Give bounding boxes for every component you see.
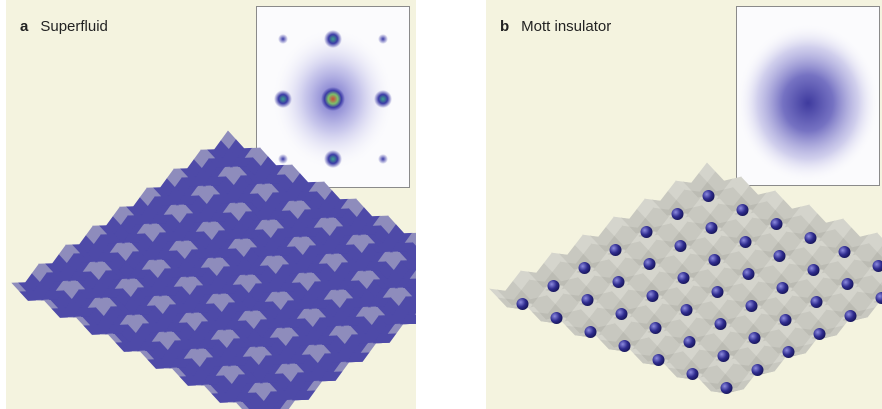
atom bbox=[547, 280, 560, 292]
surface-facet bbox=[412, 296, 416, 301]
surface-facet bbox=[401, 268, 416, 280]
atom bbox=[714, 318, 727, 330]
diagonal-peak bbox=[278, 34, 288, 44]
superfluid-title: Superfluid bbox=[40, 18, 108, 35]
atom bbox=[677, 272, 690, 284]
atom bbox=[683, 336, 696, 348]
surface-facet bbox=[413, 305, 416, 306]
atom bbox=[717, 350, 730, 362]
interference-pattern-image bbox=[271, 27, 395, 171]
atom bbox=[618, 340, 631, 352]
surface-facet bbox=[411, 280, 416, 293]
atom bbox=[770, 218, 783, 230]
atom bbox=[711, 286, 724, 298]
atom bbox=[516, 298, 529, 310]
surface-facet bbox=[242, 401, 257, 409]
surface-facet bbox=[414, 312, 416, 315]
panel-letter-b: b bbox=[500, 18, 510, 35]
atom bbox=[841, 278, 854, 290]
first-order-peak bbox=[274, 90, 292, 108]
atom bbox=[686, 368, 699, 380]
surface-facet bbox=[404, 232, 416, 243]
atom bbox=[680, 304, 693, 316]
superfluid-panel: a Superfluid bbox=[6, 0, 416, 409]
atom bbox=[720, 382, 733, 394]
mott-insulator-title: Mott insulator bbox=[521, 18, 612, 35]
atom bbox=[578, 262, 591, 274]
atom bbox=[742, 268, 755, 280]
incoherent-cloud-image bbox=[737, 23, 879, 183]
atom bbox=[609, 244, 622, 256]
surface-facet bbox=[408, 268, 416, 270]
atom bbox=[748, 332, 761, 344]
surface-facet bbox=[405, 296, 416, 306]
atom bbox=[779, 314, 792, 326]
atom bbox=[646, 290, 659, 302]
atom bbox=[612, 276, 625, 288]
mott-insulator-panel: b Mott insulator bbox=[486, 0, 882, 409]
mott-insulator-label: b Mott insulator bbox=[500, 18, 611, 35]
atom bbox=[782, 346, 795, 358]
atom bbox=[872, 260, 882, 272]
superfluid-label: a Superfluid bbox=[20, 18, 108, 35]
surface-facet bbox=[407, 259, 416, 270]
atom bbox=[751, 364, 764, 376]
atom bbox=[615, 308, 628, 320]
atom bbox=[810, 296, 823, 308]
surface-facet bbox=[868, 232, 882, 253]
atom bbox=[702, 190, 715, 202]
first-order-peak bbox=[324, 30, 342, 48]
atom bbox=[550, 312, 563, 324]
central-peak bbox=[321, 87, 345, 111]
diagonal-peak bbox=[278, 154, 288, 164]
surface-facet bbox=[406, 241, 416, 261]
surface-facet bbox=[409, 270, 416, 279]
superfluid-interference-inset bbox=[256, 6, 410, 188]
first-order-peak bbox=[374, 90, 392, 108]
atom bbox=[773, 250, 786, 262]
atom bbox=[739, 236, 752, 248]
atom bbox=[776, 282, 789, 294]
atom bbox=[844, 310, 857, 322]
atom bbox=[671, 208, 684, 220]
atom bbox=[640, 226, 653, 238]
superfluid-lattice-surface bbox=[11, 130, 416, 409]
first-order-peak bbox=[324, 150, 342, 168]
atom bbox=[652, 354, 665, 366]
diagonal-peak bbox=[378, 154, 388, 164]
atom bbox=[875, 292, 882, 304]
panel-letter-a: a bbox=[20, 18, 29, 35]
surface-facet bbox=[412, 237, 416, 246]
surface-facet bbox=[406, 305, 416, 316]
mott-insulator-inset bbox=[736, 6, 880, 186]
atom bbox=[674, 240, 687, 252]
diagonal-peak bbox=[378, 34, 388, 44]
atom bbox=[745, 300, 758, 312]
atom bbox=[581, 294, 594, 306]
surface-facet bbox=[877, 246, 882, 257]
mott-lattice-surface bbox=[489, 162, 882, 394]
atom bbox=[584, 326, 597, 338]
atom bbox=[649, 322, 662, 334]
surface-facet bbox=[407, 314, 416, 325]
atom bbox=[807, 264, 820, 276]
atom bbox=[643, 258, 656, 270]
atom bbox=[838, 246, 851, 258]
atom bbox=[804, 232, 817, 244]
atom bbox=[708, 254, 721, 266]
surface-facet bbox=[414, 257, 416, 263]
atom bbox=[813, 328, 826, 340]
surface-facet bbox=[258, 400, 272, 409]
atom bbox=[705, 222, 718, 234]
surface-facet bbox=[235, 401, 250, 409]
atom bbox=[736, 204, 749, 216]
